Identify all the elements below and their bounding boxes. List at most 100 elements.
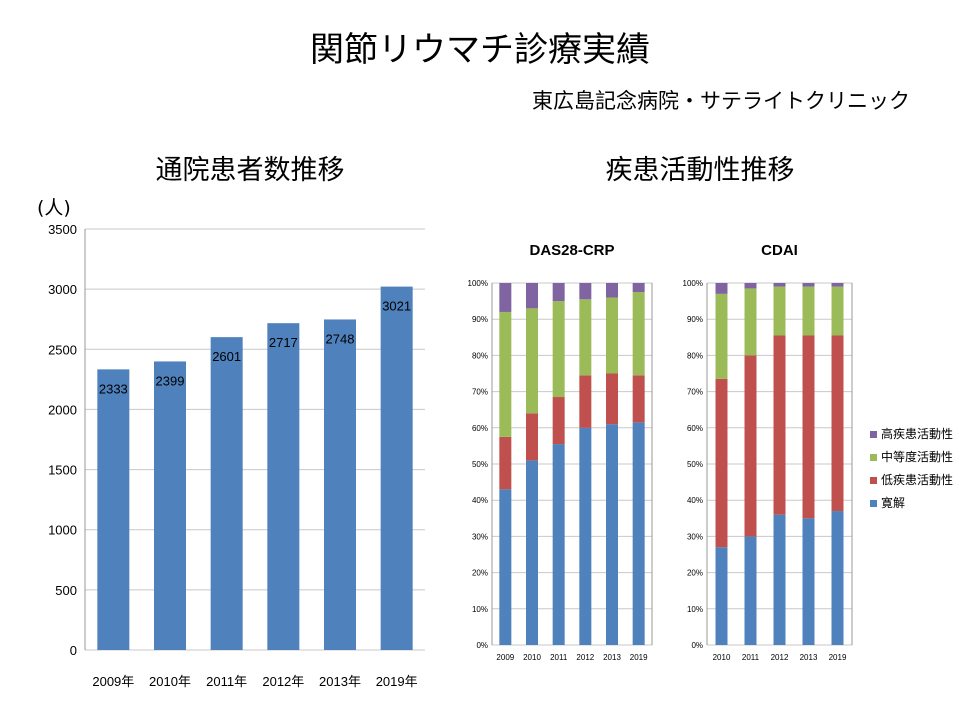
bar-segment (715, 378, 728, 548)
bar-segment (552, 444, 565, 645)
legend-label: 高疾患活動性 (881, 426, 953, 441)
y-tick-label: 20% (472, 569, 488, 578)
legend-swatch (870, 454, 877, 461)
x-tick-label: 2019年 (376, 674, 418, 689)
y-tick-label: 10% (472, 605, 488, 614)
patient-count-heading: 通院患者数推移 (155, 155, 345, 186)
y-tick-label: 60% (472, 424, 488, 433)
y-tick-label: 2000 (48, 402, 77, 417)
y-tick-label: 50% (472, 460, 488, 469)
chart-title: CDAI (761, 242, 798, 259)
bar (154, 361, 186, 650)
legend-label: 寛解 (881, 495, 905, 510)
y-tick-label: 90% (687, 315, 703, 324)
legend-swatch (870, 431, 877, 438)
cdai-chart: CDAI 0% 10% 20% 30% 40% 50% 60% 70% 80% 90% 100% 201… (683, 242, 853, 662)
y-tick-label: 40% (472, 496, 488, 505)
bar-segment (606, 373, 618, 425)
page-title: 関節リウマチ診療実績 (310, 30, 650, 70)
patient-count-chart: 0 500 1000 1500 2000 2500 3000 3500 2333 2009年 239… (48, 222, 425, 689)
x-tick-label: 2012 (576, 653, 594, 662)
legend-swatch (870, 500, 877, 507)
data-label: 2717 (269, 335, 298, 350)
page-subtitle: 東広島記念病院・サテライトクリニック (532, 89, 910, 113)
y-tick-label: 1000 (48, 523, 77, 538)
y-tick-label: 1500 (48, 463, 77, 478)
data-label: 2748 (326, 331, 355, 346)
y-tick-label: 0% (476, 641, 488, 650)
bar-segment (552, 283, 565, 302)
bar-segment (526, 283, 538, 309)
bar-segment (773, 514, 786, 645)
bar-segment (526, 308, 538, 414)
y-tick-label: 100% (683, 279, 703, 288)
x-tick-label: 2009 (496, 653, 514, 662)
bar-segment (802, 283, 815, 287)
bar (97, 369, 130, 650)
y-tick-label: 40% (687, 496, 703, 505)
y-tick-label: 2500 (48, 342, 77, 357)
bar-segment (579, 375, 592, 428)
bar-segment (831, 283, 844, 287)
bar-segment (499, 436, 512, 490)
bar-segment (632, 292, 645, 376)
x-tick-label: 2019 (630, 653, 648, 662)
bar (324, 319, 356, 650)
bar-segment (802, 335, 815, 519)
y-tick-label: 70% (687, 388, 703, 397)
y-tick-label: 30% (472, 532, 488, 541)
y-tick-label: 90% (472, 315, 488, 324)
bar-segment (744, 355, 757, 537)
x-tick-label: 2011 (742, 653, 760, 662)
x-tick-label: 2013 (800, 653, 818, 662)
x-tick-label: 2009年 (92, 674, 134, 689)
y-tick-label: 0% (691, 641, 703, 650)
bar-segment (802, 518, 815, 645)
bar-segment (499, 283, 512, 312)
x-tick-label: 2010 (523, 653, 541, 662)
das28-chart: DAS28-CRP 0% 10% 20% 30% 40% 50% 60% 70% 80% 90% 10… (468, 242, 653, 662)
bar-segment (744, 536, 757, 645)
y-tick-label: 30% (687, 532, 703, 541)
data-label: 2333 (99, 381, 128, 396)
bar-segment (526, 413, 538, 461)
bar-segment (773, 283, 786, 287)
y-tick-label: 70% (472, 388, 488, 397)
data-label: 2399 (156, 373, 185, 388)
bar-segment (606, 297, 618, 374)
y-tick-label: 20% (687, 569, 703, 578)
bar (380, 286, 413, 650)
bar-segment (632, 375, 645, 423)
bar-segment (552, 301, 565, 398)
bar-segment (715, 547, 728, 645)
bar-segment (606, 283, 618, 298)
bar-segment (579, 283, 592, 300)
x-tick-label: 2011 (550, 653, 568, 662)
x-tick-label: 2019 (829, 653, 847, 662)
bar-segment (831, 286, 844, 336)
y-tick-label: 60% (687, 424, 703, 433)
y-tick-label: 100% (468, 279, 488, 288)
bar (267, 323, 300, 650)
y-tick-label: 0 (70, 643, 77, 658)
legend-label: 低疾患活動性 (881, 472, 953, 487)
bar-segment (715, 283, 728, 294)
disease-activity-heading: 疾患活動性推移 (605, 155, 795, 186)
y-unit-label: (人) (37, 197, 71, 219)
x-tick-label: 2013年 (319, 674, 361, 689)
legend-swatch (870, 477, 877, 484)
bar-segment (579, 299, 592, 376)
y-tick-label: 10% (687, 605, 703, 614)
bar-segment (744, 283, 757, 289)
bar-segment (499, 311, 512, 437)
bar-segment (579, 427, 592, 645)
y-tick-label: 3000 (48, 282, 77, 297)
bar-segment (526, 460, 538, 645)
bar-segment (773, 335, 786, 515)
x-tick-label: 2010 (713, 653, 731, 662)
x-tick-label: 2011年 (206, 674, 247, 689)
x-tick-label: 2012 (771, 653, 789, 662)
bar-segment (606, 424, 618, 645)
